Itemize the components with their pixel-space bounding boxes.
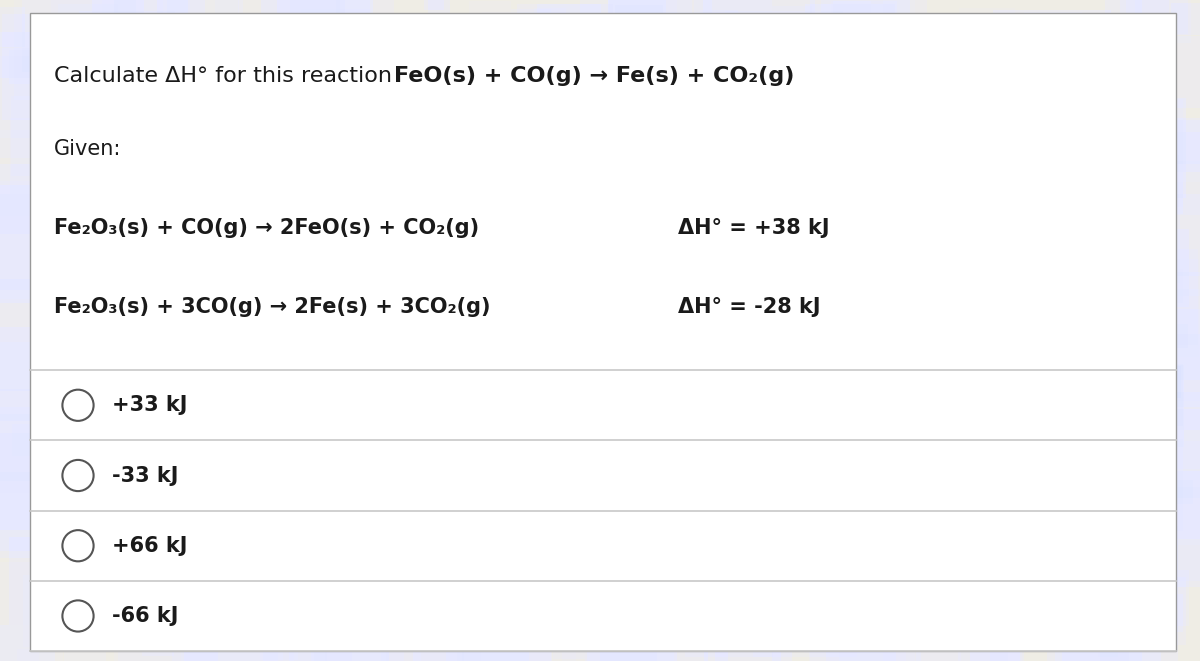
Text: -66 kJ: -66 kJ	[112, 606, 178, 626]
FancyBboxPatch shape	[30, 13, 1176, 651]
Text: +33 kJ: +33 kJ	[112, 395, 187, 415]
Text: Given:: Given:	[54, 139, 121, 159]
Text: ΔH° = -28 kJ: ΔH° = -28 kJ	[678, 297, 821, 317]
Text: Fe₂O₃(s) + 3CO(g) → 2Fe(s) + 3CO₂(g): Fe₂O₃(s) + 3CO(g) → 2Fe(s) + 3CO₂(g)	[54, 297, 491, 317]
Text: Fe₂O₃(s) + CO(g) → 2FeO(s) + CO₂(g): Fe₂O₃(s) + CO(g) → 2FeO(s) + CO₂(g)	[54, 218, 479, 238]
Text: ΔH° = +38 kJ: ΔH° = +38 kJ	[678, 218, 829, 238]
Text: FeO(s) + CO(g) → Fe(s) + CO₂(g): FeO(s) + CO(g) → Fe(s) + CO₂(g)	[394, 66, 794, 86]
Text: -33 kJ: -33 kJ	[112, 465, 178, 486]
Text: Calculate ΔH° for this reaction: Calculate ΔH° for this reaction	[54, 66, 400, 86]
Text: +66 kJ: +66 kJ	[112, 535, 187, 556]
